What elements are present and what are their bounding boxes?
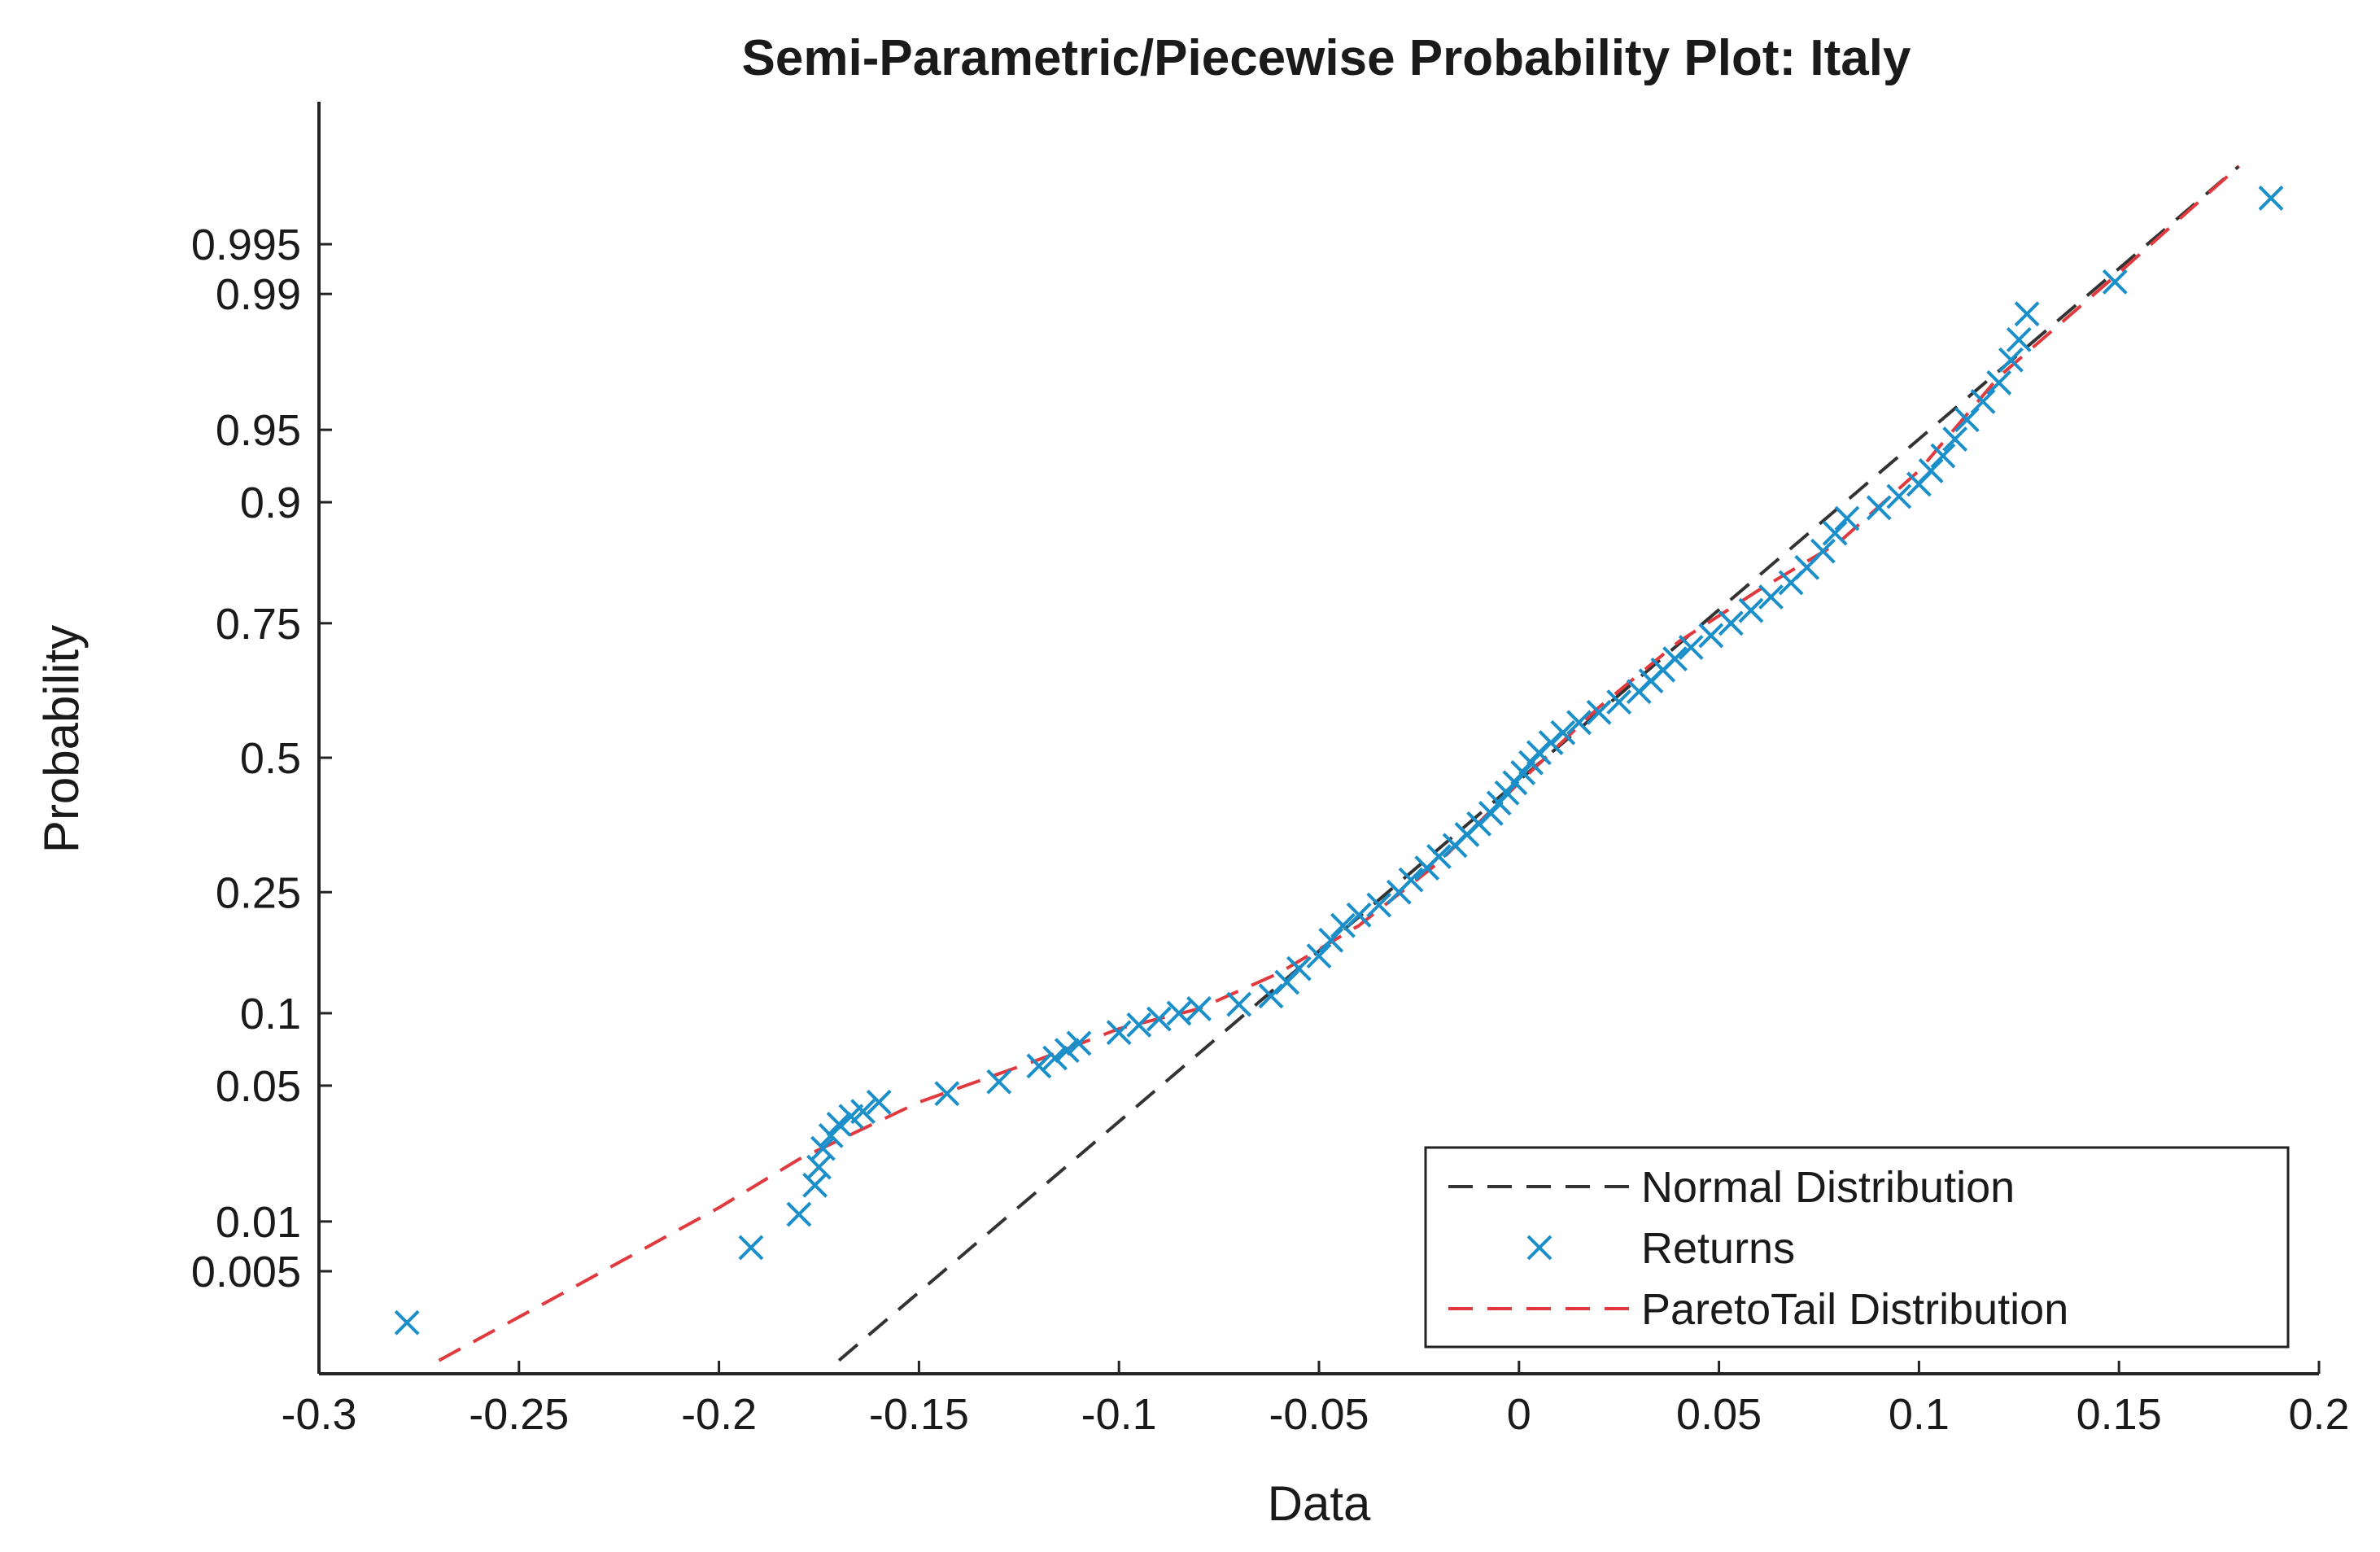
returns-point: [826, 1111, 852, 1137]
x-tick-label: 0.2: [2288, 1390, 2349, 1439]
returns-point: [1886, 483, 1912, 509]
returns-point: [1822, 520, 1848, 546]
x-tick-label: -0.2: [681, 1390, 757, 1439]
x-tick-label: -0.25: [469, 1390, 569, 1439]
x-tick-label: 0.15: [2076, 1390, 2162, 1439]
returns-point: [1942, 426, 1968, 452]
returns-point: [1306, 943, 1332, 969]
x-tick-label: -0.05: [1269, 1390, 1369, 1439]
returns-point: [394, 1309, 420, 1336]
returns-point: [1738, 597, 1764, 623]
returns-point: [786, 1201, 812, 1227]
x-tick-label: 0.05: [1676, 1390, 1762, 1439]
plot-area: [394, 164, 2284, 1362]
returns-point: [1398, 867, 1424, 893]
returns-point: [1970, 388, 1996, 414]
returns-point: [1042, 1045, 1068, 1071]
returns-point: [1054, 1038, 1080, 1064]
x-tick-label: -0.3: [281, 1390, 356, 1439]
returns-point: [1998, 347, 2024, 373]
returns-point: [1550, 719, 1576, 745]
returns-point: [1226, 991, 1252, 1017]
returns-point: [1106, 1020, 1132, 1046]
returns-point: [1346, 902, 1372, 928]
returns-point: [1566, 710, 1592, 736]
returns-point: [1066, 1030, 1092, 1056]
returns-point: [810, 1135, 836, 1161]
returns-point: [850, 1099, 876, 1125]
y-tick-label: 0.25: [216, 868, 301, 917]
y-tick-label: 0.1: [240, 990, 301, 1038]
returns-point: [1126, 1012, 1152, 1038]
y-tick-label: 0.95: [216, 406, 301, 455]
returns-point: [1366, 892, 1392, 918]
returns-point: [1166, 1000, 1192, 1026]
returns-point: [1758, 584, 1784, 610]
returns-point: [1586, 699, 1612, 725]
y-tick-label: 0.01: [216, 1198, 301, 1247]
y-tick-label: 0.9: [240, 479, 301, 527]
returns-point: [2258, 186, 2284, 211]
legend-marker-swatch: [1526, 1235, 1552, 1261]
legend-label: ParetoTail Distribution: [1641, 1285, 2068, 1334]
returns-point: [1186, 996, 1212, 1021]
returns-point: [1286, 955, 1312, 981]
returns-point: [1026, 1053, 1052, 1079]
y-tick-label: 0.05: [216, 1062, 301, 1111]
x-axis-label: Data: [1268, 1476, 1371, 1531]
returns-point: [934, 1081, 960, 1107]
returns-point: [1678, 635, 1704, 660]
returns-point: [1662, 646, 1688, 671]
returns-point: [1330, 912, 1356, 938]
legend-box: [1424, 1146, 2290, 1349]
returns-point: [1918, 457, 1944, 483]
returns-point: [1986, 369, 2012, 396]
x-tick-label: 0: [1507, 1390, 1531, 1439]
returns-point: [2014, 301, 2040, 327]
returns-point: [1698, 623, 1724, 649]
returns-point: [2006, 326, 2032, 352]
y-tick-label: 0.995: [191, 221, 301, 269]
returns-point: [818, 1122, 844, 1148]
legend: Normal Distribution Returns ParetoTail Dis…: [1424, 1146, 2290, 1349]
y-tick-label: 0.005: [191, 1248, 301, 1296]
y-axis-label: Probability: [34, 625, 89, 853]
legend-label: Normal Distribution: [1641, 1163, 2015, 1212]
returns-point: [1834, 505, 1860, 531]
returns-point: [2102, 269, 2128, 295]
returns-point: [1426, 844, 1452, 869]
returns-point: [1478, 801, 1504, 826]
returns-point: [1146, 1006, 1172, 1032]
returns-point: [1718, 610, 1744, 636]
returns-point: [986, 1069, 1012, 1095]
y-tick-label: 0.99: [216, 270, 301, 319]
returns-point: [738, 1235, 764, 1261]
x-axis-ticks: -0.3 -0.25 -0.2 -0.15 -0.1 -0.05 0 0.05 0.1 0.15 0…: [281, 1361, 2350, 1439]
returns-point: [1810, 538, 1836, 564]
x-tick-label: -0.1: [1081, 1390, 1157, 1439]
y-tick-label: 0.75: [216, 600, 301, 649]
x-tick-label: 0.1: [1889, 1390, 1950, 1439]
legend-label: Returns: [1641, 1224, 1795, 1273]
chart-title: Semi-Parametric/Piecewise Probability Pl…: [742, 30, 1911, 86]
x-tick-label: -0.15: [869, 1390, 969, 1439]
returns-point: [1866, 495, 1892, 521]
returns-point: [866, 1089, 892, 1115]
y-tick-label: 0.5: [240, 734, 301, 783]
returns-point: [1318, 927, 1344, 953]
returns-point: [1930, 443, 1956, 469]
returns-point: [1606, 689, 1632, 715]
